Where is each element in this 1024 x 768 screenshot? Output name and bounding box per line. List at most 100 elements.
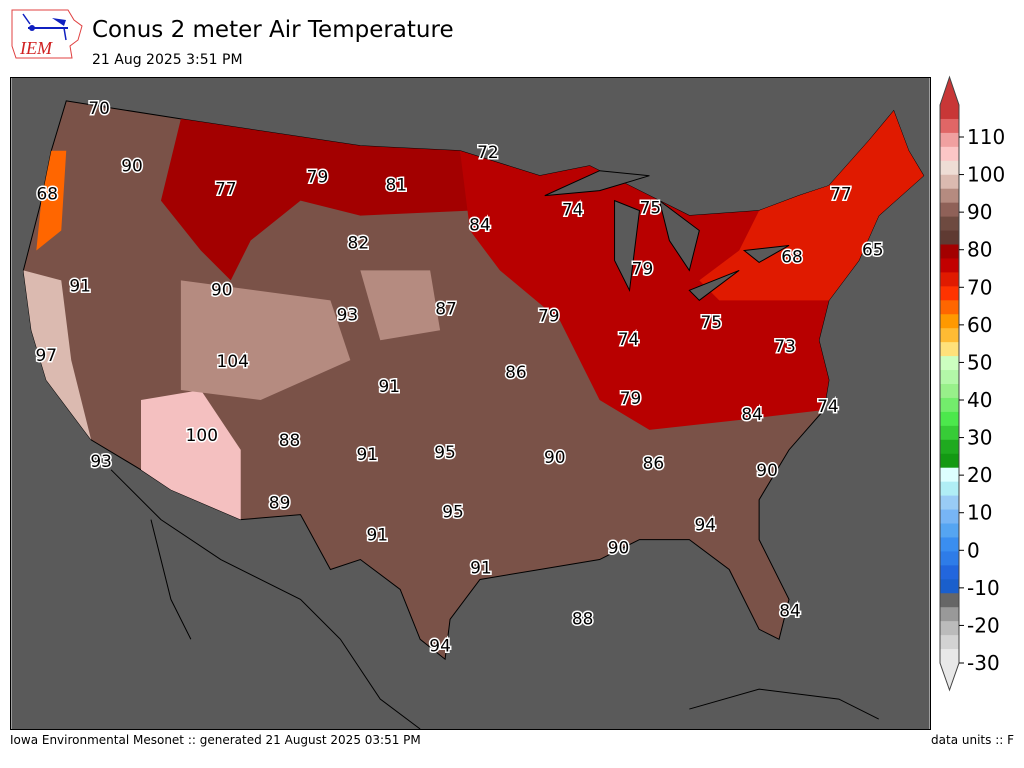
temperature-label: 74 — [618, 329, 640, 349]
temperature-label: 91 — [378, 376, 400, 396]
colorbar-segment — [940, 649, 959, 664]
temperature-label: 68 — [781, 246, 803, 266]
temperature-label: 90 — [211, 279, 233, 299]
colorbar-segment — [940, 300, 959, 315]
colorbar-segment — [940, 118, 959, 134]
colorbar-segment — [940, 481, 959, 497]
temperature-label: 84 — [779, 600, 801, 620]
temperature-map: 70 90 68 77 79 81 72 84 82 74 75 77 68 65 91 90 93 87 79 74… — [10, 77, 931, 730]
colorbar-max-arrow — [940, 77, 959, 105]
temperature-label: 100 — [186, 425, 218, 445]
colorbar-segment — [940, 551, 959, 566]
temperature-label: 91 — [357, 444, 379, 464]
colorbar-segment — [940, 132, 959, 148]
colorbar-tick-label: 20 — [967, 463, 992, 487]
temperature-label: 77 — [830, 184, 852, 204]
colorbar-segment — [940, 328, 959, 343]
colorbar-segment — [940, 202, 959, 218]
temperature-label: 79 — [307, 167, 329, 187]
colorbar-segment — [940, 160, 959, 176]
colorbar-segment — [940, 439, 959, 455]
colorbar-segment — [940, 105, 959, 120]
temperature-label: 90 — [756, 460, 778, 480]
page-subtitle: 21 Aug 2025 3:51 PM — [92, 52, 243, 68]
region-california-coast — [23, 270, 92, 440]
temperature-label: 94 — [429, 635, 451, 655]
temperature-label: 79 — [620, 388, 642, 408]
temperature-label: 86 — [643, 453, 665, 473]
temperature-label: 73 — [774, 336, 796, 356]
temperature-label: 91 — [470, 557, 492, 577]
temperature-label: 72 — [477, 142, 499, 162]
colorbar-segment — [940, 467, 959, 483]
colorbar-tick-label: 90 — [967, 200, 992, 224]
temperature-label: 91 — [69, 275, 91, 295]
region-oregon-coast — [36, 150, 67, 251]
colorbar-segment — [940, 397, 959, 413]
temperature-label: 68 — [37, 184, 59, 204]
temperature-label: 87 — [435, 298, 457, 318]
colorbar-segment — [940, 258, 959, 273]
logo-text: IEM — [19, 38, 53, 58]
colorbar-tick-label: 0 — [967, 538, 980, 562]
colorbar-segment — [940, 174, 959, 190]
region-great-basin — [180, 280, 351, 401]
temperature-label: 79 — [632, 258, 654, 278]
colorbar-segment — [940, 453, 959, 469]
colorbar-segment — [940, 635, 959, 650]
colorbar-tick-label: 60 — [967, 313, 992, 337]
temperature-label: 82 — [348, 232, 370, 252]
footer-credit: Iowa Environmental Mesonet :: generated … — [10, 733, 421, 747]
colorbar-segment — [940, 579, 959, 594]
great-lakes — [544, 170, 790, 301]
colorbar-segment — [940, 370, 959, 385]
temperature-label: 88 — [572, 608, 594, 628]
temperature-label: 77 — [215, 179, 237, 199]
temperature-label: 94 — [694, 515, 716, 535]
temperature-label: 86 — [505, 362, 527, 382]
colorbar-segment — [940, 272, 959, 287]
colorbar-tick-label: -10 — [967, 576, 1000, 600]
colorbar-segment — [940, 384, 959, 399]
iem-logo: IEM — [11, 9, 83, 59]
temperature-label: 75 — [700, 312, 722, 332]
colorbar-tick-label: 50 — [967, 350, 992, 374]
temperature-label: 89 — [269, 493, 291, 513]
colorbar-segment — [940, 342, 959, 357]
temperature-label: 70 — [88, 98, 110, 118]
colorbar-segment — [940, 411, 959, 427]
colorbar-segment — [940, 495, 959, 511]
region-northern-plains — [160, 118, 471, 281]
temperature-label: 81 — [385, 175, 407, 195]
temperature-label: 93 — [90, 451, 112, 471]
colorbar-segment — [940, 565, 959, 580]
colorbar-segment — [940, 286, 959, 301]
footer-units: data units :: F — [931, 733, 1014, 747]
temperature-label: 91 — [367, 525, 389, 545]
temperature-label: 65 — [862, 239, 884, 259]
temperature-label: 95 — [434, 442, 456, 462]
temperature-label: 84 — [741, 404, 763, 424]
colorbar-tick-label: 80 — [967, 238, 992, 262]
region-southwest-hot — [141, 390, 241, 520]
temperature-label: 95 — [442, 502, 464, 522]
colorbar-segment — [940, 230, 959, 245]
colorbar-tick-label: 70 — [967, 275, 992, 299]
colorbar-segment — [940, 607, 959, 622]
colorbar-segment — [940, 356, 959, 371]
colorbar-segment — [940, 244, 959, 259]
colorbar-tick-label: 100 — [967, 163, 1005, 187]
temperature-label: 75 — [640, 198, 662, 218]
colorbar-tick-label: 40 — [967, 388, 992, 412]
temperature-label: 88 — [279, 430, 301, 450]
temperature-label: 93 — [337, 304, 359, 324]
colorbar-segment — [940, 188, 959, 204]
temperature-label: 90 — [544, 447, 566, 467]
coastline — [110, 469, 879, 729]
colorbar-segment — [940, 509, 959, 524]
colorbar-segment — [940, 537, 959, 552]
page-title: Conus 2 meter Air Temperature — [92, 17, 454, 43]
temperature-label: 104 — [217, 351, 249, 371]
temperature-label: 84 — [469, 215, 491, 235]
